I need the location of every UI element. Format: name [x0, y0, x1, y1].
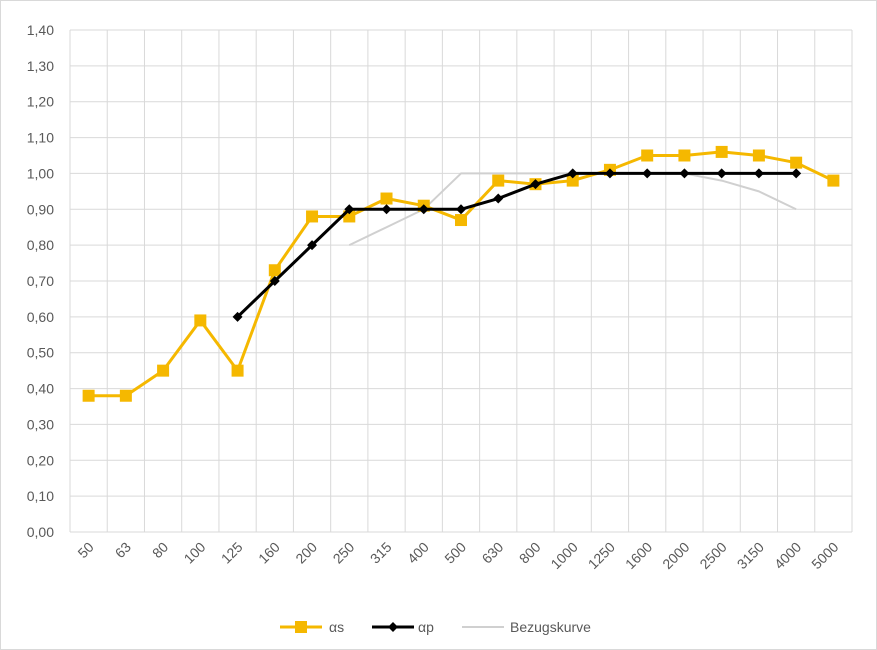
y-tick-label: 0,80: [27, 237, 54, 253]
y-tick-label: 1,30: [27, 58, 54, 74]
y-tick-label: 0,10: [27, 488, 54, 504]
data-point-diamond: [642, 168, 653, 179]
data-point-square: [566, 174, 579, 187]
y-tick-label: 1,10: [27, 130, 54, 146]
legend-marker-square: [295, 621, 307, 633]
data-point-diamond: [381, 204, 392, 215]
x-tick-label: 3150: [734, 539, 767, 572]
x-tick-label: 100: [181, 539, 209, 567]
x-tick-label: 630: [479, 539, 507, 567]
data-point-diamond: [269, 276, 280, 286]
series-line-1: [236, 171, 797, 318]
data-point-diamond: [493, 193, 504, 204]
series-line-0: [88, 150, 835, 398]
data-point-square: [231, 364, 244, 377]
y-tick-label: 1,00: [27, 165, 54, 181]
data-point-diamond: [679, 168, 690, 179]
data-point-diamond: [307, 240, 318, 251]
data-point-diamond: [604, 168, 615, 179]
legend-label: αp: [418, 619, 434, 635]
data-point-square: [455, 214, 467, 227]
y-tick-label: 0,20: [27, 452, 54, 468]
x-axis-ticks: 50 63 80 100 125 160 200 250 315 400 500 630 800 1000…: [74, 539, 841, 572]
data-point-square: [306, 210, 319, 223]
grid: [69, 29, 853, 533]
data-point-square: [641, 149, 654, 162]
data-point-diamond: [232, 311, 243, 322]
data-point-square: [268, 264, 281, 277]
x-tick-label: 80: [149, 539, 171, 561]
data-point-diamond: [530, 179, 541, 190]
legend: αs αp Bezugskurve: [280, 619, 591, 635]
y-tick-label: 1,20: [27, 94, 54, 110]
y-tick-label: 0,50: [27, 345, 54, 361]
data-point-square: [380, 192, 393, 205]
data-point-square: [157, 364, 170, 377]
x-tick-label: 500: [441, 539, 469, 567]
x-tick-label: 800: [516, 539, 544, 567]
x-tick-label: 50: [74, 539, 96, 561]
y-tick-label: 1,40: [27, 22, 54, 38]
data-point-diamond: [344, 204, 355, 215]
data-point-square: [82, 389, 95, 402]
legend-label: Bezugskurve: [510, 619, 591, 635]
data-point-square: [790, 156, 803, 169]
x-tick-label: 160: [255, 539, 283, 567]
data-point-square: [492, 174, 505, 187]
data-point-square: [715, 145, 728, 158]
legend-marker-diamond: [388, 622, 398, 632]
data-point-square: [119, 389, 132, 402]
y-axis-ticks: 0,00 0,10 0,20 0,30 0,40 0,50 0,60 0,70 0,80 0,90…: [27, 22, 54, 540]
data-point-square: [752, 149, 765, 162]
data-point-square: [678, 149, 691, 162]
data-point-diamond: [753, 168, 764, 179]
y-tick-label: 0,30: [27, 416, 54, 432]
x-tick-label: 4000: [771, 539, 804, 572]
series-layer: [82, 145, 840, 402]
x-tick-label: 250: [330, 539, 358, 567]
y-tick-label: 0,40: [27, 381, 54, 397]
y-tick-label: 0,70: [27, 273, 54, 289]
data-point-diamond: [418, 204, 429, 215]
x-tick-label: 125: [218, 539, 246, 567]
y-tick-label: 0,00: [27, 524, 54, 540]
legend-label: αs: [329, 619, 344, 635]
x-tick-label: 1250: [585, 539, 618, 572]
data-point-square: [827, 174, 840, 187]
data-point-diamond: [791, 168, 802, 179]
data-point-diamond: [716, 168, 727, 179]
data-point-square: [194, 314, 207, 327]
x-tick-label: 1000: [547, 539, 580, 572]
x-tick-label: 315: [367, 539, 395, 567]
x-tick-label: 63: [112, 539, 134, 561]
x-tick-label: 1600: [622, 539, 655, 572]
x-tick-label: 2500: [696, 539, 729, 572]
data-point-diamond: [456, 204, 466, 215]
x-tick-label: 2000: [659, 539, 692, 572]
x-tick-label: 5000: [808, 539, 841, 572]
y-tick-label: 0,60: [27, 309, 54, 325]
x-tick-label: 200: [292, 539, 320, 567]
y-tick-label: 0,90: [27, 201, 54, 217]
data-point-diamond: [567, 168, 578, 179]
x-tick-label: 400: [404, 539, 432, 567]
